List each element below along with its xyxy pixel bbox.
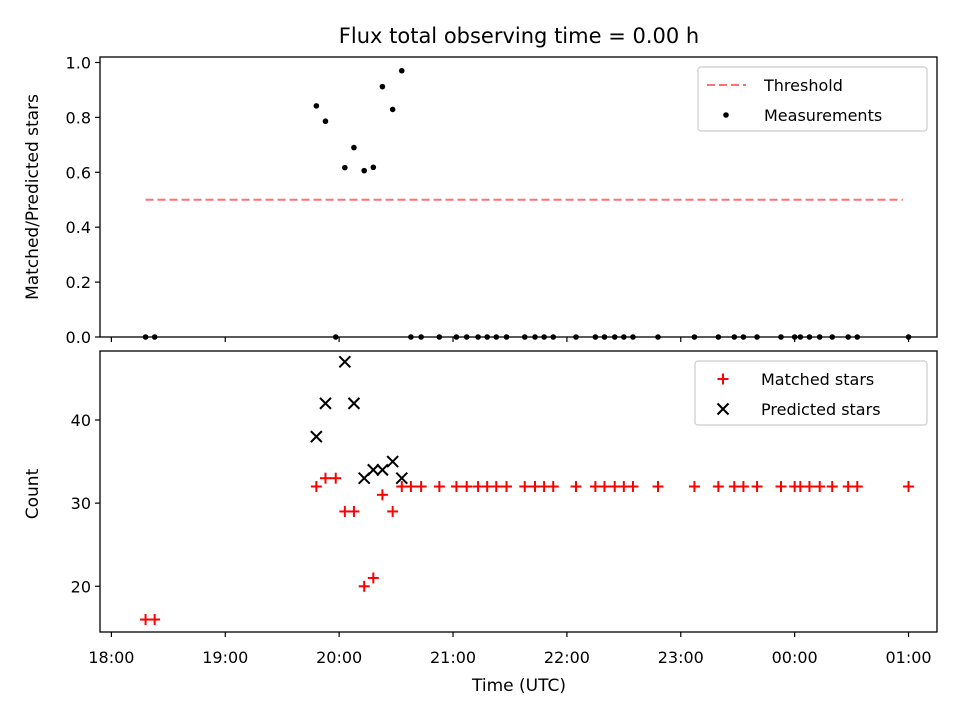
x-tick-label: 18:00 xyxy=(88,648,134,667)
y-tick-label: 0.2 xyxy=(66,273,91,292)
matched-stars-point xyxy=(450,481,462,493)
plot-frame-ratio xyxy=(99,56,938,338)
x-axis-label: Time (UTC) xyxy=(471,676,566,696)
legend-count: Matched stars Predicted stars xyxy=(694,360,928,426)
matched-stars-point xyxy=(501,481,513,493)
legend-label: Predicted stars xyxy=(761,400,881,419)
y-tick-label: 40 xyxy=(71,411,91,430)
y-tick-label: 30 xyxy=(71,494,91,513)
predicted-stars-point xyxy=(319,397,332,410)
measurements-point xyxy=(361,167,367,174)
panel-ratio: Matched/Predicted stars 0.0 0.2 0.4 0.6 0.8 1… xyxy=(23,53,938,347)
measurements-point xyxy=(322,118,329,125)
matched-stars-point xyxy=(751,481,763,493)
x-tick-label: 01:00 xyxy=(885,648,931,667)
matched-stars-point xyxy=(712,481,724,493)
y-tick-label: 0.4 xyxy=(66,218,91,237)
matched-stars-point xyxy=(376,489,388,501)
legend-box xyxy=(697,66,928,132)
plot-frame-count xyxy=(99,350,938,633)
matched-stars-point xyxy=(851,481,863,493)
x-stroke-b xyxy=(347,397,361,410)
x-tick-label: 22:00 xyxy=(544,648,590,667)
x-stroke-b xyxy=(367,463,380,477)
matched-stars-point xyxy=(803,481,815,493)
x-stroke-b xyxy=(395,471,408,485)
predicted-stars-point xyxy=(395,471,408,485)
chart-title: Flux total observing time = 0.00 h xyxy=(339,24,699,48)
legend-label: Matched stars xyxy=(761,370,874,389)
legend-label: Measurements xyxy=(764,106,882,125)
x-stroke-b xyxy=(319,397,332,410)
matched-stars-point xyxy=(737,481,749,493)
x-tick-label: 21:00 xyxy=(430,648,476,667)
measurements-point xyxy=(398,67,405,74)
matched-stars-point xyxy=(652,481,664,493)
x-tick-label: 00:00 xyxy=(772,648,818,667)
matched-stars-point xyxy=(775,481,787,493)
x-stroke-b xyxy=(376,463,389,477)
matched-stars-point xyxy=(826,481,838,493)
predicted-stars-point xyxy=(338,355,352,369)
matched-stars-point xyxy=(415,481,427,493)
matched-stars-point xyxy=(547,481,559,493)
matched-stars-point xyxy=(461,481,473,493)
y-tick-label: 0.0 xyxy=(66,328,91,347)
x-stroke-b xyxy=(310,430,323,443)
matched-stars-point xyxy=(490,481,502,493)
legend-label: Threshold xyxy=(763,76,843,95)
x-tick-label: 20:00 xyxy=(316,648,362,667)
matched-stars-point xyxy=(330,472,342,484)
legend-swatch xyxy=(716,402,730,416)
legend-swatch xyxy=(723,112,729,118)
matched-stars-point xyxy=(688,481,700,493)
measurements-point xyxy=(370,164,377,171)
matched-stars-point xyxy=(433,481,445,493)
matched-stars-point xyxy=(348,505,360,517)
predicted-stars-point xyxy=(376,463,389,477)
matched-stars-point xyxy=(814,481,826,493)
measurements-point xyxy=(379,83,386,90)
matched-stars-point xyxy=(149,614,161,626)
y-tick-label: 1.0 xyxy=(66,53,91,72)
x-tick-label: 23:00 xyxy=(658,648,704,667)
measurements-point xyxy=(389,106,396,113)
x-stroke-b xyxy=(386,455,399,468)
predicted-stars-point xyxy=(347,397,361,410)
x-stroke-b xyxy=(338,355,352,369)
matched-stars-point xyxy=(358,580,370,592)
matched-stars-point xyxy=(627,481,639,493)
measurements-point xyxy=(351,144,357,151)
x-stroke-b xyxy=(716,402,730,416)
matched-stars-point xyxy=(405,481,417,493)
x-axis: 18:00 19:00 20:00 21:00 22:00 23:00 00:00 01:00 xyxy=(88,337,932,667)
y-tick-label: 0.6 xyxy=(66,163,91,182)
x-tick-label: 19:00 xyxy=(202,648,248,667)
predicted-stars-point xyxy=(367,463,380,477)
y-tick-label: 20 xyxy=(71,577,91,596)
matched-stars-point xyxy=(598,481,610,493)
matched-stars-point xyxy=(387,505,399,517)
matched-stars-point xyxy=(903,481,915,493)
matched-stars-point xyxy=(367,572,379,584)
matched-stars-point xyxy=(519,481,531,493)
y-axis-label-ratio: Matched/Predicted stars xyxy=(23,94,43,300)
predicted-stars-point xyxy=(386,455,399,468)
matched-stars-point xyxy=(310,481,322,493)
measurements-point xyxy=(342,164,348,171)
legend-swatch xyxy=(717,373,729,385)
predicted-stars-point xyxy=(310,430,323,443)
y-axis-label-count: Count xyxy=(23,468,43,519)
measurements-point xyxy=(313,103,320,109)
matched-stars-point xyxy=(570,481,582,493)
panel-count: Count 20 30 40 Matched stars Predicted star… xyxy=(23,350,938,633)
matched-stars-point xyxy=(319,472,331,484)
y-tick-label: 0.8 xyxy=(66,108,91,127)
legend-box xyxy=(694,360,928,426)
legend-ratio: Threshold Measurements xyxy=(697,66,928,132)
